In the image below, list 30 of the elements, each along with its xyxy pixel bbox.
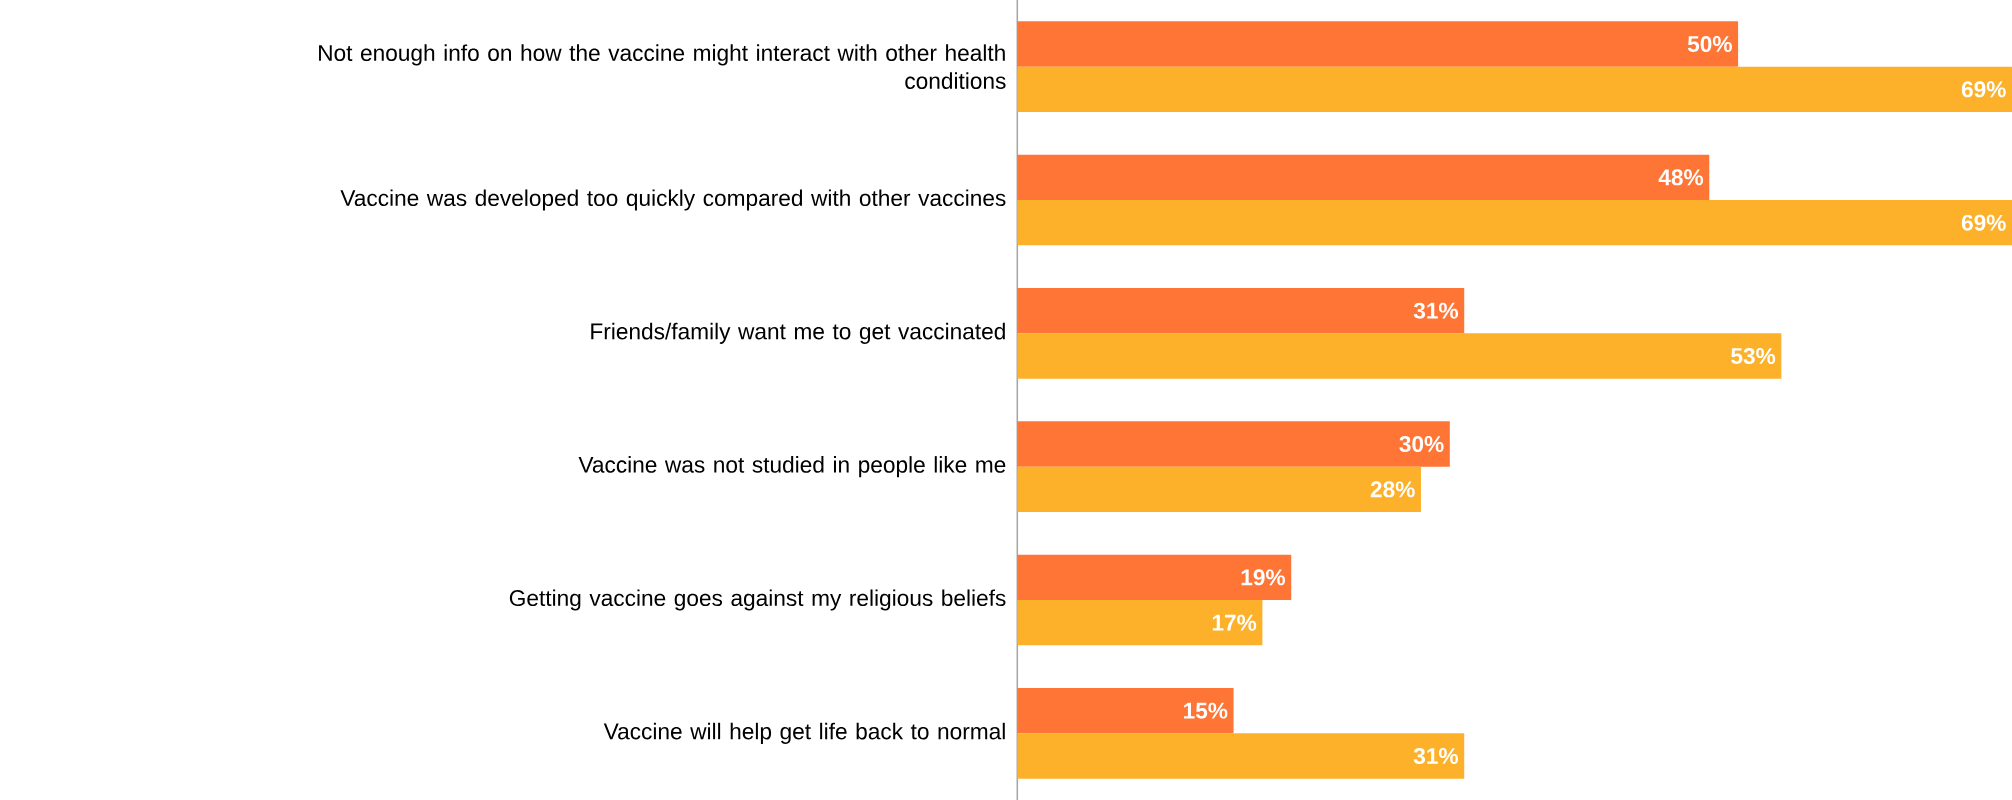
y-tick-label: Not enough info on how the vaccine might interact with other health conditions <box>319 44 1006 89</box>
bar <box>1017 421 1450 467</box>
bar <box>1017 733 1465 779</box>
bar <box>1017 333 1782 379</box>
data-label: 17% <box>1212 614 1257 631</box>
y-tick-label: Friends/family want me to get vaccinated <box>591 322 1005 344</box>
bar <box>1017 688 1234 734</box>
data-label: 19% <box>1241 569 1286 586</box>
bar <box>1017 466 1421 513</box>
bar <box>1017 600 1263 646</box>
data-label: 28% <box>1370 481 1415 498</box>
bar <box>1017 288 1465 334</box>
data-label: 30% <box>1399 435 1444 453</box>
data-label: 69% <box>1961 81 2006 98</box>
data-label: 48% <box>1658 169 1704 186</box>
bar <box>1017 554 1292 601</box>
data-label: 50% <box>1687 35 1732 53</box>
data-label: 69% <box>1961 214 2006 231</box>
y-tick-label: Vaccine was developed too quickly compared with other vaccines <box>340 189 1006 211</box>
bar <box>1017 21 1739 67</box>
y-tick-label: Getting vaccine goes against my religious beliefs <box>509 589 1006 611</box>
bar <box>1017 154 1710 201</box>
data-label: 31% <box>1413 302 1459 319</box>
data-label: 31% <box>1413 747 1459 765</box>
data-label: 53% <box>1731 347 1776 365</box>
y-tick-label: Vaccine was not studied in people like me <box>578 456 1006 478</box>
y-tick-label: Vaccine will help get life back to normal <box>603 722 1005 744</box>
bar <box>1017 66 2012 112</box>
bar <box>1017 200 2012 246</box>
data-label: 15% <box>1184 702 1228 719</box>
